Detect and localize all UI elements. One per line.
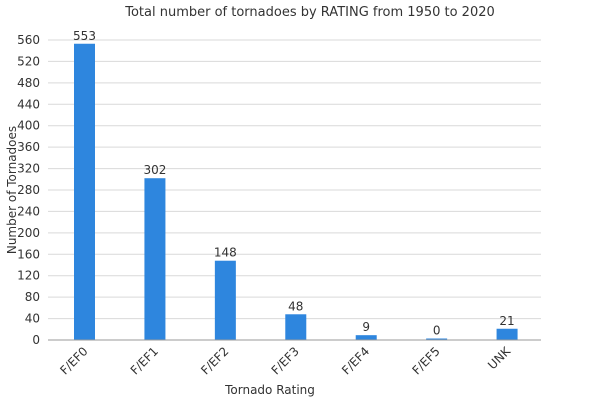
- data-label: 0: [433, 324, 441, 338]
- bar: [355, 335, 377, 340]
- y-tick-label: 360: [17, 140, 40, 154]
- data-label: 48: [288, 299, 303, 313]
- y-tick-label: 520: [17, 54, 40, 68]
- x-tick-label: F/EF1: [128, 344, 161, 377]
- chart-title: Total number of tornadoes by RATING from…: [124, 5, 495, 20]
- y-tick-label: 280: [17, 183, 40, 197]
- data-label: 553: [73, 29, 96, 43]
- y-tick-label: 80: [25, 290, 40, 304]
- y-tick-label: 440: [17, 97, 40, 111]
- gridlines: [48, 39, 541, 320]
- bar: [426, 338, 448, 340]
- data-label: 148: [214, 246, 237, 260]
- y-tick-label: 240: [17, 204, 40, 218]
- data-label: 9: [362, 320, 370, 334]
- x-axis-ticks: F/EF0 F/EF1 F/EF2 F/EF3 F/EF4 F/EF5 UNK: [57, 343, 514, 377]
- x-tick-label: F/EF5: [409, 344, 442, 377]
- x-tick-label: F/EF3: [269, 344, 302, 377]
- bar: [285, 314, 307, 340]
- y-tick-label: 200: [17, 226, 40, 240]
- y-tick-label: 480: [17, 76, 40, 90]
- x-axis-label: Tornado Rating: [224, 383, 315, 397]
- bar: [496, 328, 518, 340]
- bars: [74, 43, 518, 340]
- y-axis-label: Number of Tornadoes: [5, 126, 19, 254]
- bar: [144, 178, 166, 340]
- y-tick-label: 40: [25, 312, 40, 326]
- x-tick-label: UNK: [485, 343, 514, 372]
- data-label: 21: [499, 314, 514, 328]
- y-tick-label: 160: [17, 247, 40, 261]
- y-tick-label: 320: [17, 162, 40, 176]
- x-tick-label: F/EF0: [57, 344, 90, 377]
- data-label: 302: [143, 163, 166, 177]
- bar: [74, 43, 95, 340]
- data-labels: 553 302 148 48 9 0 21: [73, 29, 515, 338]
- y-tick-label: 120: [17, 269, 40, 283]
- x-tick-label: F/EF2: [198, 344, 231, 377]
- y-tick-label: 400: [17, 119, 40, 133]
- x-tick-label: F/EF4: [339, 344, 372, 377]
- y-axis-ticks: 0 40 80 120 160 200 240 280 320 360 400 440 480 520 56…: [17, 33, 40, 347]
- y-tick-label: 0: [32, 333, 40, 347]
- bar: [214, 260, 236, 340]
- y-tick-label: 560: [17, 33, 40, 47]
